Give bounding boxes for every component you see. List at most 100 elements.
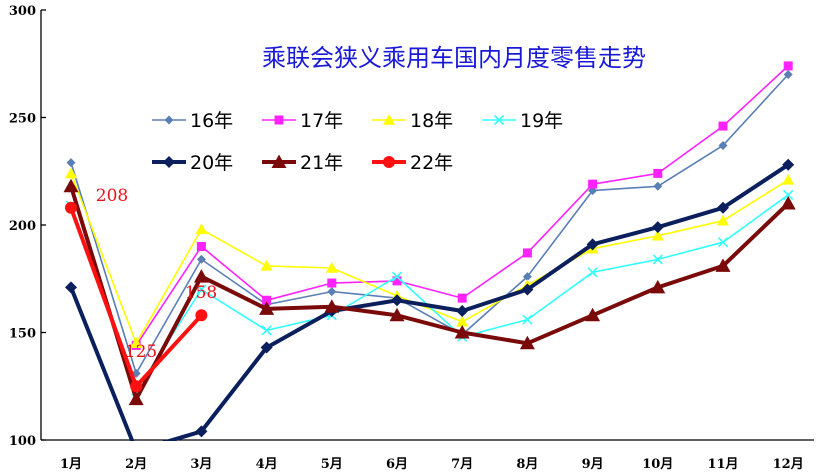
data-point [196,254,206,264]
data-label: 125 [125,342,157,362]
data-point [195,425,208,438]
data-point [717,214,729,226]
x-tick-label: 9月 [582,457,604,472]
data-point [783,70,793,79]
series-line [70,173,789,345]
x-tick-label: 10月 [642,457,673,472]
y-tick-label: 250 [9,112,36,127]
data-point [260,259,273,271]
series-line [70,73,789,375]
data-point [261,325,272,336]
series-1 [131,61,793,350]
data-point [783,61,793,71]
legend-label: 21年 [300,152,343,174]
data-point [259,301,275,315]
series-6 [65,201,208,393]
data-point [130,337,143,349]
data-point [164,115,174,125]
data-point [780,196,796,210]
x-tick-label: 6月 [386,457,408,472]
series-5 [63,178,796,406]
data-point [324,299,340,313]
data-point [456,305,469,317]
y-tick-label: 300 [9,4,36,19]
data-point [274,115,284,125]
data-point [65,167,77,179]
data-point [195,223,208,235]
data-point [392,276,402,286]
series-line [69,163,790,441]
data-point [325,262,338,273]
x-tick-label: 7月 [451,457,473,472]
data-point [522,272,532,282]
x-tick-label: 11月 [707,457,738,472]
data-point [456,315,469,327]
legend-label: 18年 [410,110,453,132]
data-point [652,254,663,265]
data-point [457,293,467,303]
data-point [588,179,598,189]
legend-item: 18年 [372,110,453,132]
data-point [521,283,534,296]
series-4 [65,158,795,457]
y-ticks: 100 150 200 250 300 [9,4,46,449]
data-point [717,237,729,248]
data-point [63,178,79,193]
data-label: 158 [185,283,217,303]
y-tick-label: 100 [9,434,36,449]
data-point [522,248,532,258]
x-tick-label: 1月 [60,457,82,472]
data-point [783,189,794,200]
x-tick-label: 5月 [321,457,343,472]
data-point [651,229,664,241]
series-2 [65,167,795,349]
legend-label: 16年 [190,110,233,132]
data-point [383,156,395,168]
legend-item: 20年 [152,152,233,174]
data-point [522,314,533,325]
legend-label: 20年 [190,152,233,174]
series-layer [63,61,796,457]
data-point [585,307,601,322]
data-point [587,267,598,278]
data-point [260,341,273,354]
legend: 16年 17年 18年 19年 20年 21年 22年 [152,110,563,174]
data-point [163,156,175,168]
data-point [130,380,143,393]
data-point [65,201,77,214]
data-point [650,279,666,294]
data-point [519,335,535,350]
data-point [391,271,403,282]
data-point [586,238,599,251]
data-point [195,309,208,322]
data-point [383,114,395,125]
legend-item: 17年 [262,110,343,132]
data-label: 208 [96,186,128,206]
legend-item: 21年 [262,152,343,174]
legend-item: 19年 [482,110,563,132]
legend-label: 19年 [520,110,563,132]
data-point [193,269,209,283]
x-tick-label: 8月 [516,457,538,472]
series-line [135,65,789,346]
chart-title: 乘联会狭义乘用车国内月度零售走势 [262,44,646,72]
data-point [389,307,405,322]
data-point [128,391,144,406]
data-point [391,294,403,307]
data-point [130,445,142,457]
annotations: 208 125 158 [96,186,217,362]
data-point [651,221,664,234]
legend-label: 22年 [410,152,453,174]
data-point [196,242,206,251]
legend-label: 17年 [300,110,343,132]
series-line [70,194,789,392]
legend-item: 16年 [152,110,233,132]
data-point [262,295,272,305]
data-point [196,284,207,295]
x-tick-label: 2月 [125,457,147,472]
legend-item: 22年 [372,152,453,174]
x-ticks: 1月 2月 3月 4月 5月 6月 7月 8月 9月 10月 11月 12月 [60,457,804,472]
data-point [782,173,795,185]
x-tick-label: 4月 [256,457,278,472]
